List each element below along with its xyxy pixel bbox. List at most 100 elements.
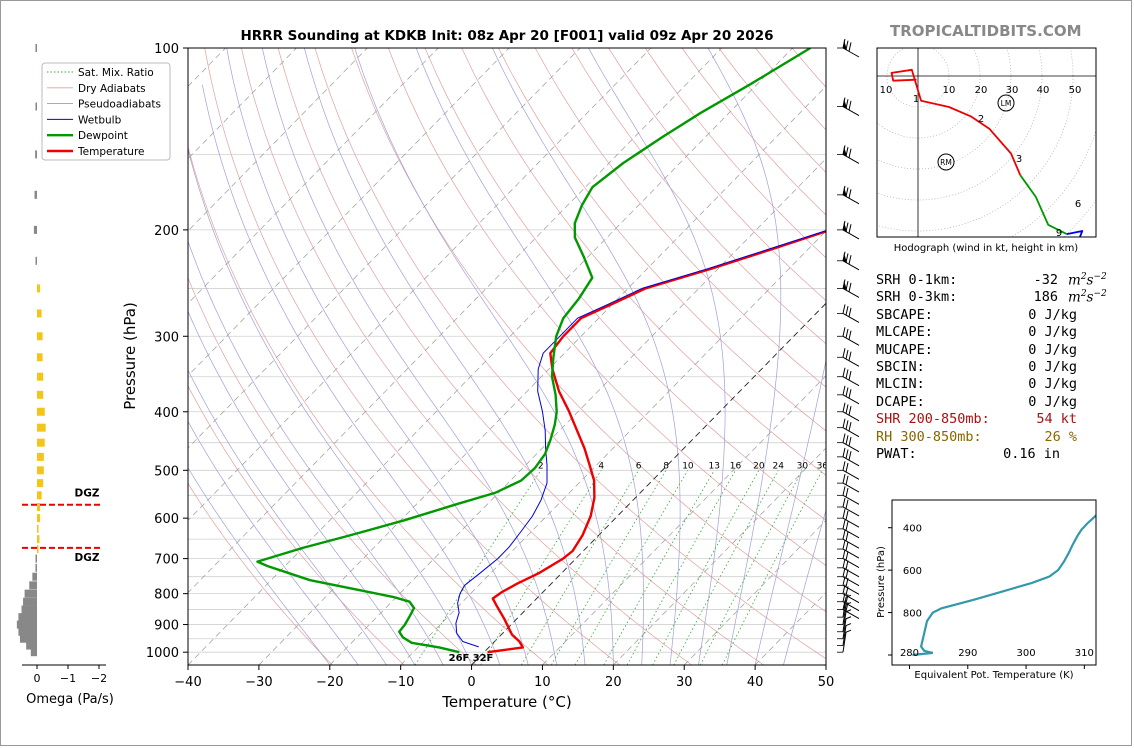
stat-row: DCAPE: 0 J/kg bbox=[876, 394, 1126, 411]
wind-barb-feather bbox=[845, 551, 849, 561]
x-tick-label: 10 bbox=[534, 675, 551, 690]
stat-value: 0 J/kg bbox=[1028, 393, 1077, 410]
mixing-ratio-label: 6 bbox=[636, 461, 642, 471]
wind-barb-feather bbox=[845, 560, 849, 570]
series-wetbulb bbox=[455, 230, 826, 648]
omega-bar bbox=[37, 332, 43, 341]
stat-row: MLCAPE: 0 J/kg bbox=[876, 324, 1126, 341]
wind-barb-shaft bbox=[842, 576, 860, 587]
omega-bar bbox=[37, 390, 44, 399]
wind-barb-shaft bbox=[842, 47, 860, 58]
wind-barb-feather bbox=[845, 531, 849, 541]
wind-barb-feather bbox=[845, 420, 849, 430]
y-tick-label: 400 bbox=[154, 406, 179, 421]
skewt-series: 2 4 6 8 10 13 16 20 24 30 36 bbox=[256, 48, 826, 654]
y-tick-label: 100 bbox=[154, 42, 179, 57]
y-axis-label: Pressure (hPa) bbox=[121, 302, 139, 410]
theta-e-y-tick-label: 800 bbox=[903, 609, 922, 620]
wind-barb-shaft bbox=[842, 260, 860, 271]
theta-e-y-label: Pressure (hPa) bbox=[876, 546, 887, 618]
omega-bar bbox=[33, 225, 37, 234]
skewt-axes: −40 −30 −20 −10 0 10 20 30 40 50 100 200 300 400 500 60… bbox=[121, 28, 834, 711]
wind-barb-feather bbox=[848, 189, 852, 199]
wind-barb-feather bbox=[848, 451, 852, 461]
isotherm-line bbox=[329, 158, 826, 665]
wind-barb-shaft bbox=[842, 411, 860, 422]
wind-barb-shaft bbox=[842, 482, 860, 493]
omega-bar bbox=[37, 284, 41, 293]
hodograph-ring-label: 20 bbox=[975, 85, 988, 96]
dry-adiabat bbox=[351, 48, 826, 613]
mixing-ratio-line bbox=[603, 470, 715, 665]
wind-barb-shaft bbox=[842, 469, 860, 480]
storm-motion-marker bbox=[997, 94, 1015, 112]
wind-barb-pennant bbox=[843, 98, 847, 109]
wind-barb-flag bbox=[845, 616, 852, 620]
wind-barb-feather bbox=[845, 602, 849, 612]
mixing-ratio-label: 8 bbox=[663, 461, 669, 471]
wind-barb-shaft bbox=[842, 625, 847, 646]
omega-bar bbox=[37, 309, 42, 318]
hodograph-ring-label: 30 bbox=[1006, 85, 1019, 96]
omega-bar bbox=[21, 605, 37, 614]
isotherm-line bbox=[188, 48, 793, 665]
wind-barb-pennant bbox=[843, 280, 847, 291]
isotherm-line bbox=[258, 85, 826, 665]
wind-barb-feather bbox=[842, 418, 846, 428]
pseudoadiabat bbox=[188, 369, 387, 665]
stat-value: 0.16 in bbox=[1003, 445, 1060, 462]
hodograph-segment bbox=[1019, 174, 1068, 235]
theta-e-y-tick-label: 400 bbox=[903, 524, 922, 535]
theta-e-x-tick-label: 290 bbox=[958, 648, 977, 659]
omega-bar bbox=[18, 627, 37, 636]
hodograph-segment bbox=[1066, 230, 1084, 237]
pseudoadiabat bbox=[415, 48, 644, 665]
wind-barb-feather bbox=[842, 327, 846, 337]
wind-barb-feather bbox=[845, 328, 849, 339]
wind-barb-shaft bbox=[842, 618, 847, 639]
wind-barb-feather bbox=[848, 148, 852, 158]
series-temperature bbox=[487, 230, 826, 654]
dry-adiabat bbox=[188, 145, 549, 665]
y-tick-label: 300 bbox=[154, 330, 179, 345]
dry-adiabat bbox=[277, 48, 764, 665]
wind-barb-shaft bbox=[842, 335, 860, 346]
legend-entry: Dry Adiabats bbox=[78, 83, 146, 95]
wind-barb-shaft bbox=[842, 287, 860, 298]
wind-barb-feather bbox=[842, 549, 846, 559]
pseudoadiabat bbox=[783, 508, 826, 665]
wind-barb-feather bbox=[842, 558, 846, 568]
hodograph-segment bbox=[890, 68, 1022, 176]
omega-bar bbox=[35, 102, 37, 111]
wind-barb-feather bbox=[842, 433, 846, 443]
wind-barb-pennant bbox=[843, 186, 847, 197]
legend-box bbox=[41, 62, 171, 161]
wind-barbs bbox=[837, 38, 860, 653]
wind-barb-shaft bbox=[842, 517, 860, 528]
mixing-ratio-line bbox=[652, 470, 760, 665]
omega-bar bbox=[37, 502, 41, 511]
pseudoadiabat bbox=[201, 84, 501, 665]
hodograph-height-label: 2 bbox=[978, 114, 984, 125]
isotherm-line bbox=[188, 48, 510, 377]
y-tick-label: 700 bbox=[154, 553, 179, 568]
omega-bar bbox=[37, 407, 45, 416]
stat-value: 0 J/kg bbox=[1028, 341, 1077, 358]
wind-barb-shaft bbox=[842, 427, 860, 438]
wind-barb-feather bbox=[845, 541, 849, 551]
omega-bar bbox=[16, 620, 37, 629]
wind-barb-feather bbox=[845, 487, 849, 498]
wind-barb-feather bbox=[842, 519, 846, 529]
skewt-frame bbox=[187, 47, 827, 666]
stat-row: PWAT: 0.16 in bbox=[876, 446, 1126, 463]
omega-bar bbox=[37, 353, 43, 362]
wind-barb-feather bbox=[848, 436, 852, 447]
x-tick-label: 0 bbox=[467, 675, 475, 690]
wind-barb-shaft bbox=[842, 394, 860, 405]
hodograph-ring-label: 10 bbox=[880, 85, 893, 96]
x-tick-label: 30 bbox=[676, 675, 693, 690]
omega-panel: DGZ DGZ 0 −1 −2 Omega (Pa/s) bbox=[16, 44, 114, 707]
dry-adiabat bbox=[314, 48, 826, 660]
wind-barb-feather bbox=[842, 497, 846, 508]
skewt-legend: Sat. Mix. Ratio Dry Adiabats Pseudoadiabat… bbox=[41, 62, 171, 161]
